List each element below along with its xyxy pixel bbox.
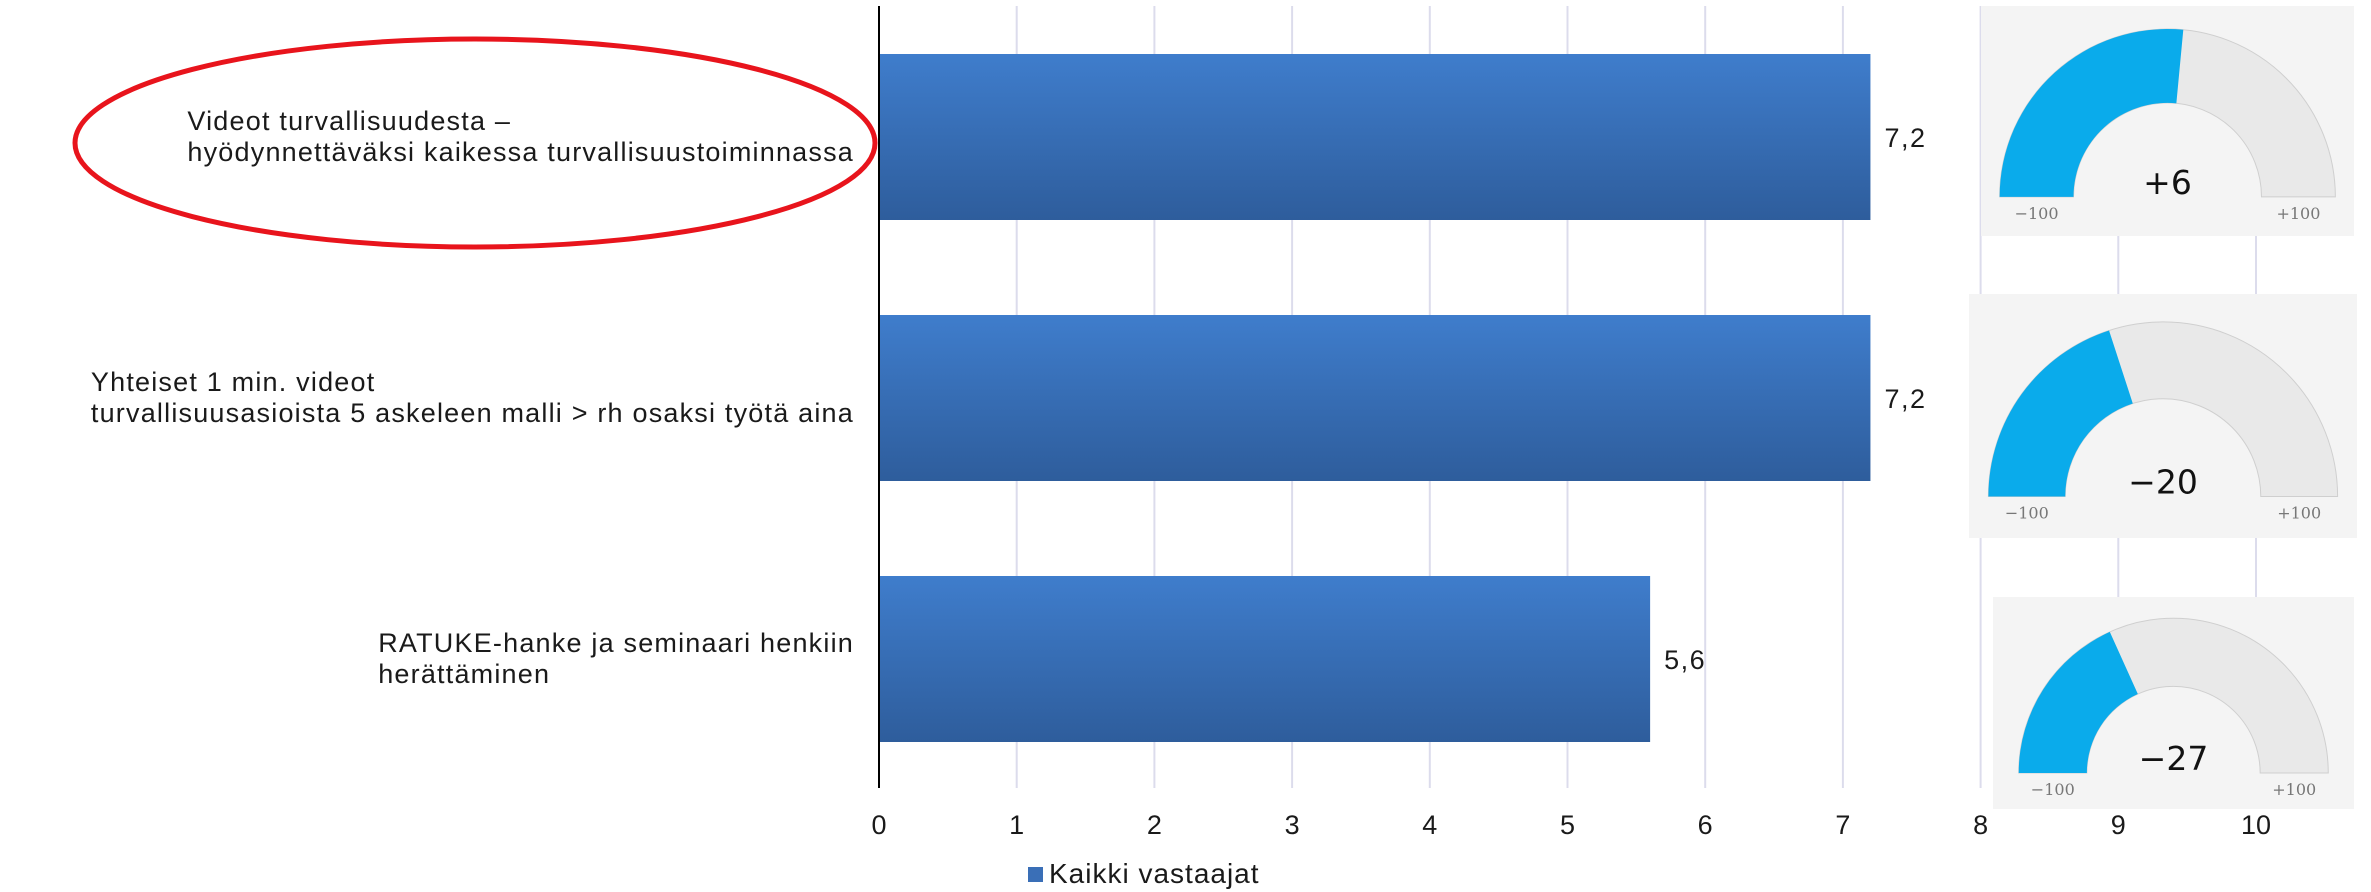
gauge-min-label: −100 bbox=[2005, 504, 2049, 523]
x-tick-label: 5 bbox=[1560, 810, 1575, 840]
gauge-max-label: +100 bbox=[2276, 204, 2320, 223]
gauge-fill bbox=[2018, 631, 2138, 773]
x-tick-label: 8 bbox=[1973, 810, 1988, 840]
gauge-value: −27 bbox=[2139, 739, 2209, 778]
gauge-min-label: −100 bbox=[2031, 780, 2075, 799]
gauge-max-label: +100 bbox=[2272, 780, 2316, 799]
gauge-fill bbox=[1988, 330, 2133, 497]
gauge: −27 −100 +100 bbox=[2018, 617, 2329, 799]
gauge: −20 −100 +100 bbox=[1987, 321, 2339, 523]
gauge-card-2: −20 −100 +100 bbox=[1969, 294, 2357, 538]
gauge-max-label: +100 bbox=[2277, 504, 2321, 523]
x-tick-label: 0 bbox=[871, 810, 886, 840]
x-tick-label: 1 bbox=[1009, 810, 1024, 840]
x-tick-label: 10 bbox=[2241, 810, 2271, 840]
legend-label: Kaikki vastaajat bbox=[1049, 858, 1260, 889]
bar-value-label: 7,2 bbox=[1884, 123, 1926, 153]
bar bbox=[879, 576, 1651, 742]
highlight-ellipse bbox=[72, 36, 878, 250]
category-label: Videot turvallisuudesta – hyödynnettäväks… bbox=[187, 106, 854, 167]
gauge-card-1: +6 −100 +100 bbox=[1981, 6, 2354, 236]
category-label: RATUKE-hanke ja seminaari henkiin herättä… bbox=[378, 628, 854, 689]
legend-swatch bbox=[1028, 866, 1043, 882]
gauge-card-3: −27 −100 +100 bbox=[1993, 597, 2354, 809]
category-label: Yhteiset 1 min. videot turvallisuusasiois… bbox=[90, 367, 854, 428]
gauge: +6 −100 +100 bbox=[1999, 28, 2336, 223]
x-tick-label: 6 bbox=[1698, 810, 1713, 840]
x-tick-label: 2 bbox=[1147, 810, 1162, 840]
chart-legend: Kaikki vastaajat bbox=[1028, 858, 1260, 890]
gauge-value: −20 bbox=[2128, 463, 2198, 502]
x-tick-label: 9 bbox=[2111, 810, 2126, 840]
bar-value-label: 7,2 bbox=[1884, 384, 1926, 414]
x-tick-label: 7 bbox=[1835, 810, 1850, 840]
bar-value-label: 5,6 bbox=[1664, 645, 1706, 675]
x-tick-label: 4 bbox=[1422, 810, 1437, 840]
gauge-value: +6 bbox=[2143, 163, 2192, 202]
gauge-fill bbox=[1999, 29, 2184, 197]
x-tick-label: 3 bbox=[1285, 810, 1300, 840]
bar bbox=[879, 315, 1871, 481]
bar bbox=[879, 54, 1871, 220]
gauge-min-label: −100 bbox=[2015, 204, 2059, 223]
